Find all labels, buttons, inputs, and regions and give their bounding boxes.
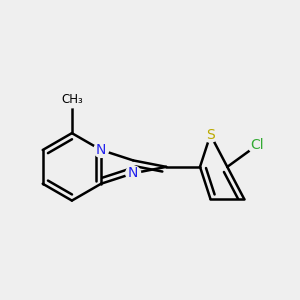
Circle shape [248,136,266,154]
Text: N: N [96,143,106,157]
Text: CH₃: CH₃ [61,93,83,106]
Circle shape [203,128,218,142]
Text: N: N [128,166,138,180]
Text: S: S [206,128,215,142]
Circle shape [94,142,109,158]
Circle shape [64,91,80,108]
Text: Cl: Cl [250,138,264,152]
Circle shape [126,166,141,181]
